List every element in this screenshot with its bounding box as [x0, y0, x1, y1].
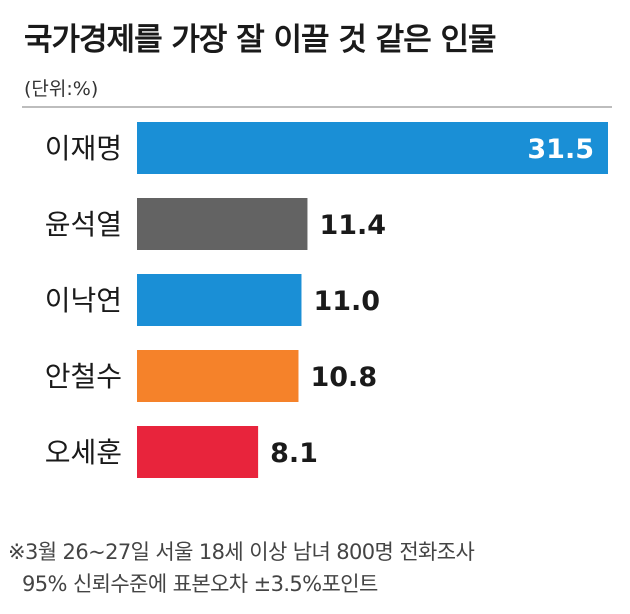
bar — [137, 198, 308, 250]
bar — [137, 350, 299, 402]
bar — [137, 426, 259, 478]
category-label: 안철수 — [45, 360, 122, 393]
value-label: 8.1 — [270, 438, 318, 469]
category-label: 오세훈 — [45, 436, 122, 469]
value-label: 10.8 — [310, 362, 377, 393]
bar — [137, 274, 302, 326]
value-label: 11.4 — [319, 210, 386, 241]
bar — [137, 122, 608, 174]
category-label: 윤석열 — [45, 208, 122, 241]
chart-title: 국가경제를 가장 잘 이끌 것 같은 인물 — [24, 22, 497, 58]
bar-chart: 이재명 31.5 윤석열 11.4 이낙연 11.0 안철수 10.8 오세훈 8.1 — [45, 122, 608, 478]
value-label: 11.0 — [313, 286, 380, 317]
category-label: 이재명 — [45, 132, 122, 165]
title-divider — [22, 106, 612, 108]
value-label: 31.5 — [527, 134, 594, 165]
unit-label: (단위:%) — [24, 78, 99, 100]
footnote-survey: ※3월 26~27일 서울 18세 이상 남녀 800명 전화조사 — [8, 540, 475, 564]
category-label: 이낙연 — [45, 284, 122, 317]
footnote-margin: 95% 신뢰수준에 표본오차 ±3.5%포인트 — [22, 572, 378, 596]
